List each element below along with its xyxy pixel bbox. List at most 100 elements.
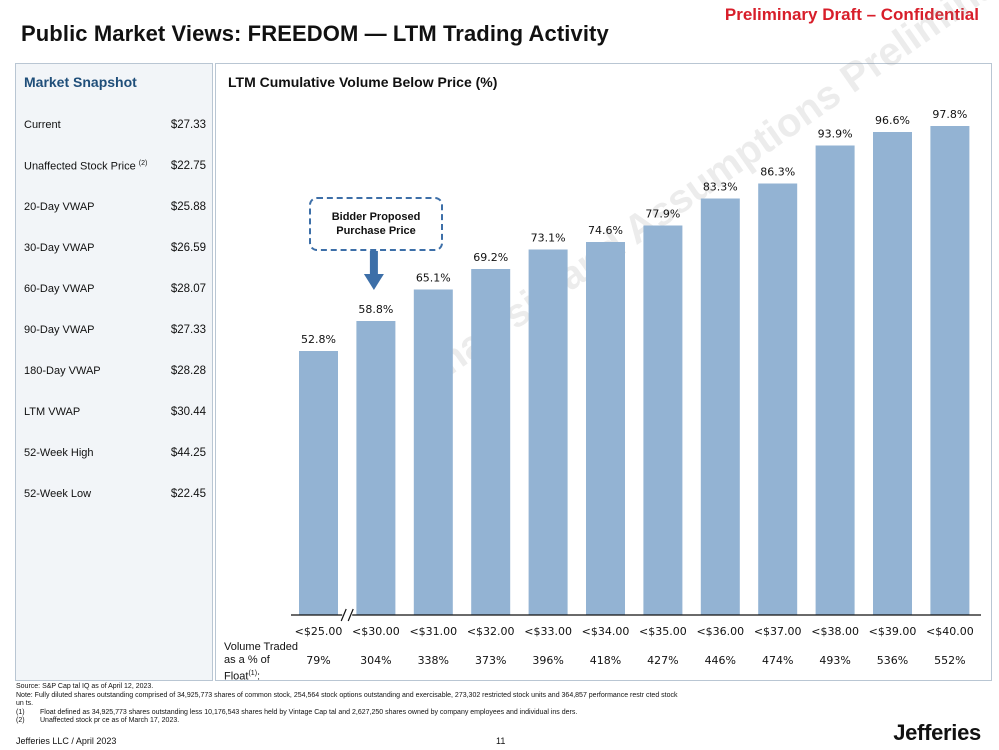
callout-line-2: Purchase Price [336,225,416,237]
footnotes: Source: S&P Cap tal IQ as of April 12, 2… [16,683,816,726]
jefferies-logo: Jefferies [893,720,981,745]
category-label: <$38.00 [811,625,859,638]
snapshot-label: 52-Week High [24,447,94,459]
page-title: Public Market Views: FREEDOM — LTM Tradi… [21,21,609,46]
volume-traded-value: 474% [762,654,793,667]
volume-traded-value: 79% [306,654,330,667]
snapshot-row: 60-Day VWAP $28.07 [24,283,206,299]
snapshot-row: 30-Day VWAP $26.59 [24,242,206,258]
snapshot-value: $26.59 [170,242,206,254]
snapshot-value: $28.28 [170,365,206,377]
snapshot-row: 180-Day VWAP $28.28 [24,365,206,381]
snapshot-label: Unaffected Stock Price (2) [24,160,148,173]
snapshot-label: LTM VWAP [24,406,81,418]
category-label: <$37.00 [754,625,802,638]
data-label: 93.9% [818,128,853,141]
snapshot-value: $25.88 [170,201,206,213]
bar [643,225,683,615]
data-label: 97.8% [932,108,967,121]
category-label: <$30.00 [352,625,400,638]
bar [873,132,912,615]
category-label: <$35.00 [639,625,687,638]
snapshot-value: $27.33 [170,324,206,336]
snapshot-value: $27.33 [170,119,206,131]
volume-traded-value: 338% [418,654,449,667]
snapshot-label: 30-Day VWAP [24,242,95,254]
data-label: 69.2% [473,251,508,264]
snapshot-value: $28.07 [170,283,206,295]
bar [815,145,855,615]
bidder-price-callout: Bidder Proposed Purchase Price [309,197,443,251]
snapshot-label: 180-Day VWAP [24,365,101,377]
note-text: Note: Fully diluted shares outstanding c… [16,691,678,699]
bar [413,289,453,615]
market-snapshot-panel: Market Snapshot Current $27.33 Unaffecte… [15,63,213,681]
page-number: 11 [496,736,506,746]
volume-traded-value: 396% [532,654,563,667]
volume-traded-value: 446% [705,654,736,667]
snapshot-label: 20-Day VWAP [24,201,95,213]
axis-break-mark [340,608,347,622]
volume-traded-value: 536% [877,654,908,667]
snapshot-row: 52-Week Low $22.45 [24,488,206,504]
data-label: 58.8% [358,303,393,316]
footnote-1: (1) Float defined as 34,925,773 shares ou… [16,708,578,716]
bar [299,351,338,615]
category-label: <$36.00 [696,625,744,638]
axis-break-mark [347,608,354,622]
snapshot-value: $30.44 [170,406,206,418]
draft-label: Preliminary Draft – Confidential [724,5,979,24]
snapshot-label: 90-Day VWAP [24,324,95,336]
arrow-down-icon [363,274,384,290]
snapshot-label: 52-Week Low [24,488,92,500]
snapshot-value: $22.45 [170,488,206,500]
snapshot-row: 90-Day VWAP $27.33 [24,324,206,340]
snapshot-label: Current [24,119,61,131]
category-label: <$40.00 [926,625,974,638]
snapshot-row: LTM VWAP $30.44 [24,406,206,422]
footer-firm-date: Jefferies LLC / April 2023 [16,736,117,746]
chart-title: LTM Cumulative Volume Below Price (%) [228,74,498,90]
bar-chart: 52.8% <$25.00 79% 58.8% <$30.00 304% 65.1% <$31… [291,108,981,667]
callout-line-1: Bidder Proposed [331,211,421,223]
footnote-marker: (2) [138,160,148,167]
category-label: <$34.00 [582,625,630,638]
bar [758,183,798,615]
source-note: Source: S&P Cap tal IQ as of April 12, 2… [16,683,154,690]
axis-break-gap [342,609,353,621]
bar [700,198,740,615]
snapshot-row: Current $27.33 [24,119,206,135]
arrow-shaft [369,250,378,274]
category-label: <$25.00 [295,625,343,638]
snapshot-label: 60-Day VWAP [24,283,95,295]
data-label: 86.3% [760,166,795,179]
volume-traded-value: 427% [647,654,678,667]
note-text-cont: un ts. [16,700,34,707]
data-label: 77.9% [645,208,680,221]
volume-traded-value: 493% [819,654,850,667]
bar [356,321,396,615]
category-label: <$33.00 [524,625,572,638]
snapshot-row: 52-Week High $44.25 [24,447,206,463]
bar [528,249,568,615]
category-label: <$32.00 [467,625,515,638]
volume-traded-value: 304% [360,654,391,667]
data-label: 65.1% [416,272,451,285]
bar [471,269,511,615]
data-label: 73.1% [531,232,566,245]
snapshot-value: $22.75 [170,160,206,172]
data-label: 52.8% [301,333,336,346]
data-label: 74.6% [588,224,623,237]
snapshot-row: 20-Day VWAP $25.88 [24,201,206,217]
bar [586,242,625,615]
snapshot-row: Unaffected Stock Price (2) $22.75 [24,160,206,176]
data-label: 96.6% [875,114,910,127]
footnote-2: (2) Unaffected stock pr ce as of March 17… [16,717,180,724]
category-label: <$31.00 [409,625,457,638]
category-label: <$39.00 [869,625,917,638]
snapshot-value: $44.25 [170,447,206,459]
snapshot-title: Market Snapshot [24,74,137,90]
volume-traded-value: 418% [590,654,621,667]
volume-traded-label: Volume Traded as a % of Float(1): [224,641,298,683]
volume-traded-value: 373% [475,654,506,667]
